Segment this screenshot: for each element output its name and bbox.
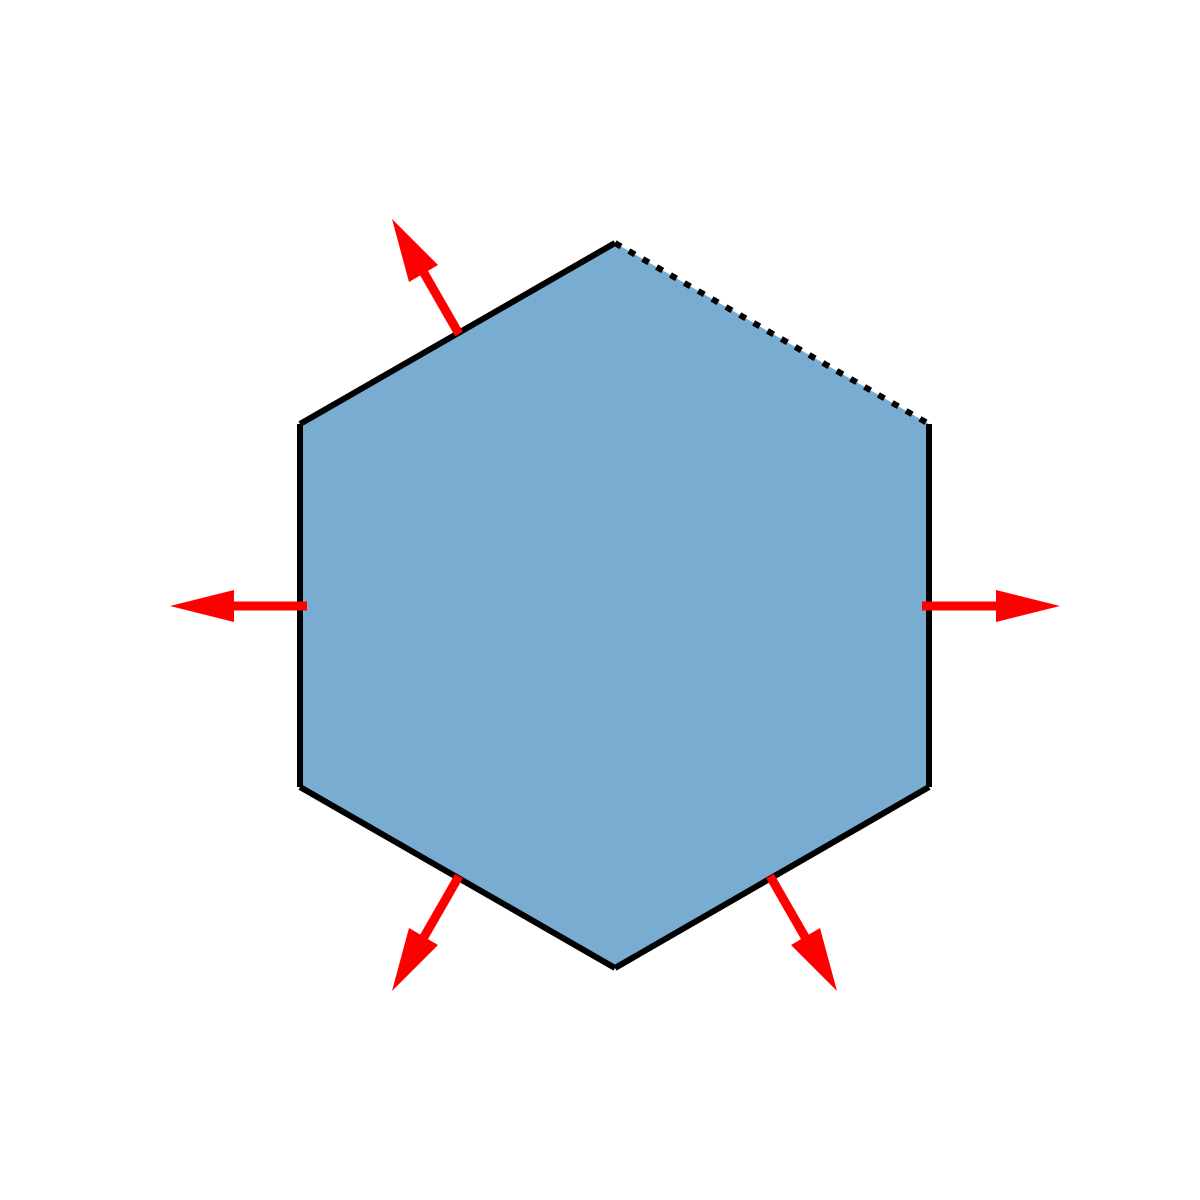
hexagon-edge-top-right	[613, 240, 931, 427]
hexagon	[297, 240, 932, 971]
normal-arrows	[170, 219, 1060, 991]
arrow-upper-left	[392, 219, 463, 337]
arrow-left	[170, 590, 307, 622]
arrow-lower-left	[392, 873, 463, 991]
hexagon-fill	[300, 243, 929, 968]
arrow-right	[922, 590, 1060, 622]
arrow-lower-right	[766, 873, 837, 991]
